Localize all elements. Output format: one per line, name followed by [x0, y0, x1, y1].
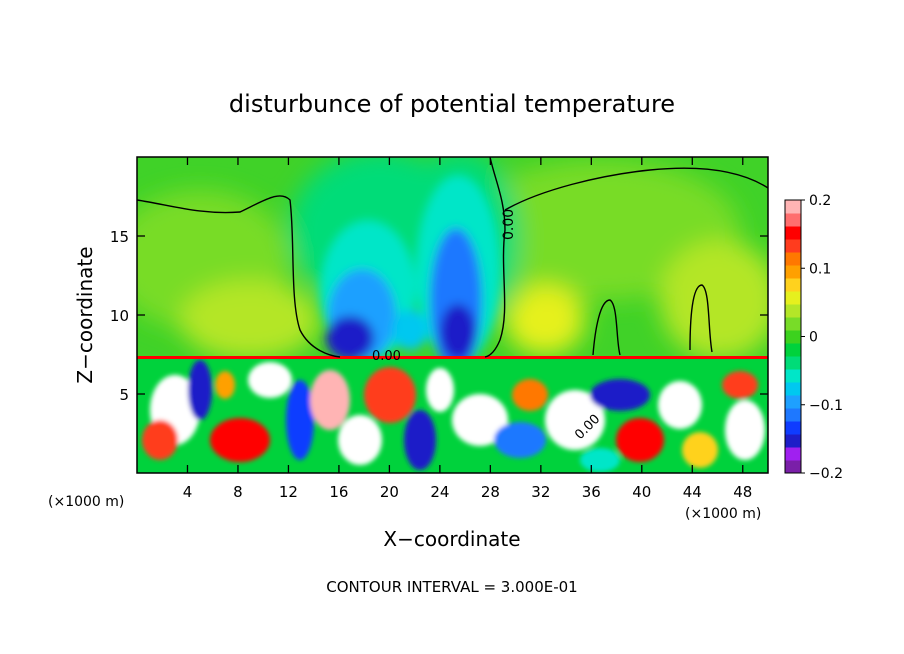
colorbar-swatch — [785, 265, 801, 279]
colorbar-swatch — [785, 200, 801, 214]
colorbar-tick-label: −0.2 — [809, 466, 843, 482]
field-blob — [660, 240, 768, 359]
field-blob — [722, 371, 758, 399]
y-tick-label: 5 — [119, 386, 129, 404]
field-blob — [725, 400, 765, 460]
colorbar-swatch — [785, 330, 801, 344]
colorbar-swatch — [785, 369, 801, 383]
x-tick-label: 16 — [329, 483, 348, 501]
field-blob — [580, 448, 620, 472]
field-blob — [188, 360, 212, 420]
colorbar-swatch — [785, 317, 801, 331]
colorbar-tick-label: 0.1 — [809, 261, 831, 277]
x-tick-label: 8 — [233, 483, 243, 501]
field-blob — [616, 418, 664, 462]
field-blob — [545, 390, 605, 450]
field-blob — [310, 370, 350, 430]
colorbar-swatch — [785, 421, 801, 435]
contour-line — [137, 195, 341, 358]
field-blob — [658, 381, 702, 429]
heatmap-field: 0.00 0.00 0.00 — [137, 157, 768, 473]
colorbar-swatch — [785, 291, 801, 305]
y-tick-label: 10 — [110, 307, 129, 325]
colorbar-swatch — [785, 278, 801, 292]
colorbar-swatch — [785, 460, 801, 474]
field-blob — [494, 422, 546, 458]
x-tick-label: 40 — [632, 483, 651, 501]
field-blob — [392, 310, 428, 350]
colorbar-swatch — [785, 213, 801, 227]
field-blob — [682, 432, 718, 468]
colorbar: 0.2 0.1 0 −0.1 −0.2 — [784, 193, 843, 482]
contour-line — [484, 157, 506, 358]
contour-line — [689, 284, 713, 353]
field-blob — [215, 371, 235, 399]
field-blob — [590, 379, 650, 411]
colorbar-swatch — [785, 239, 801, 253]
field-blob — [142, 420, 178, 460]
colorbar-tick-label: −0.1 — [809, 398, 843, 414]
colorbar-swatch — [785, 434, 801, 448]
y-tick-label: 15 — [110, 228, 129, 246]
x-tick-label: 36 — [582, 483, 601, 501]
contour-line — [592, 299, 621, 356]
x-unit-left: (×1000 m) — [48, 494, 124, 510]
field-blob — [404, 410, 436, 470]
field-blob — [210, 418, 270, 462]
x-tick-label: 24 — [430, 483, 449, 501]
colorbar-swatch — [785, 252, 801, 266]
field-blob — [426, 368, 454, 412]
chart-title: disturbunce of potential temperature — [229, 90, 675, 118]
x-tick-label: 32 — [531, 483, 550, 501]
x-tick-label: 4 — [183, 483, 193, 501]
field-blob — [440, 304, 476, 359]
contour-label: 0.00 — [372, 349, 401, 364]
colorbar-swatch — [785, 226, 801, 240]
field-blob — [364, 367, 416, 423]
x-axis-label: X−coordinate — [383, 527, 520, 551]
contour-interval-note: CONTOUR INTERVAL = 3.000E-01 — [326, 578, 577, 596]
field-blob — [452, 394, 508, 446]
contour-lines — [137, 157, 768, 358]
contour-label: 0.00 — [501, 209, 517, 240]
field-blob — [512, 379, 548, 411]
colorbar-swatch — [785, 356, 801, 370]
x-unit-right: (×1000 m) — [685, 506, 761, 522]
y-axis: 5 10 15 — [110, 228, 768, 404]
contour-line — [504, 167, 768, 211]
x-tick-label: 48 — [733, 483, 752, 501]
colorbar-swatch — [785, 304, 801, 318]
x-axis: 4 8 12 16 20 24 28 32 36 40 44 48 — [183, 157, 752, 501]
field-blob — [460, 160, 740, 300]
field-blob — [180, 280, 320, 359]
colorbar-swatch — [785, 343, 801, 357]
colorbar-swatch — [785, 382, 801, 396]
field-blob — [338, 415, 382, 465]
colorbar-tick-label: 0.2 — [809, 193, 831, 209]
colorbar-tick-label: 0 — [809, 330, 818, 346]
colorbar-swatch — [785, 395, 801, 409]
field-blob — [248, 362, 292, 398]
field-blob — [505, 285, 585, 355]
x-tick-label: 12 — [279, 483, 298, 501]
layer-interface — [137, 356, 768, 359]
colorbar-swatch — [785, 447, 801, 461]
x-tick-label: 28 — [481, 483, 500, 501]
field-blob — [326, 316, 374, 359]
x-tick-label: 44 — [683, 483, 702, 501]
colorbar-swatch — [785, 408, 801, 422]
x-tick-label: 20 — [380, 483, 399, 501]
field-blob — [286, 380, 314, 460]
y-axis-label: Z−coordinate — [73, 246, 97, 383]
